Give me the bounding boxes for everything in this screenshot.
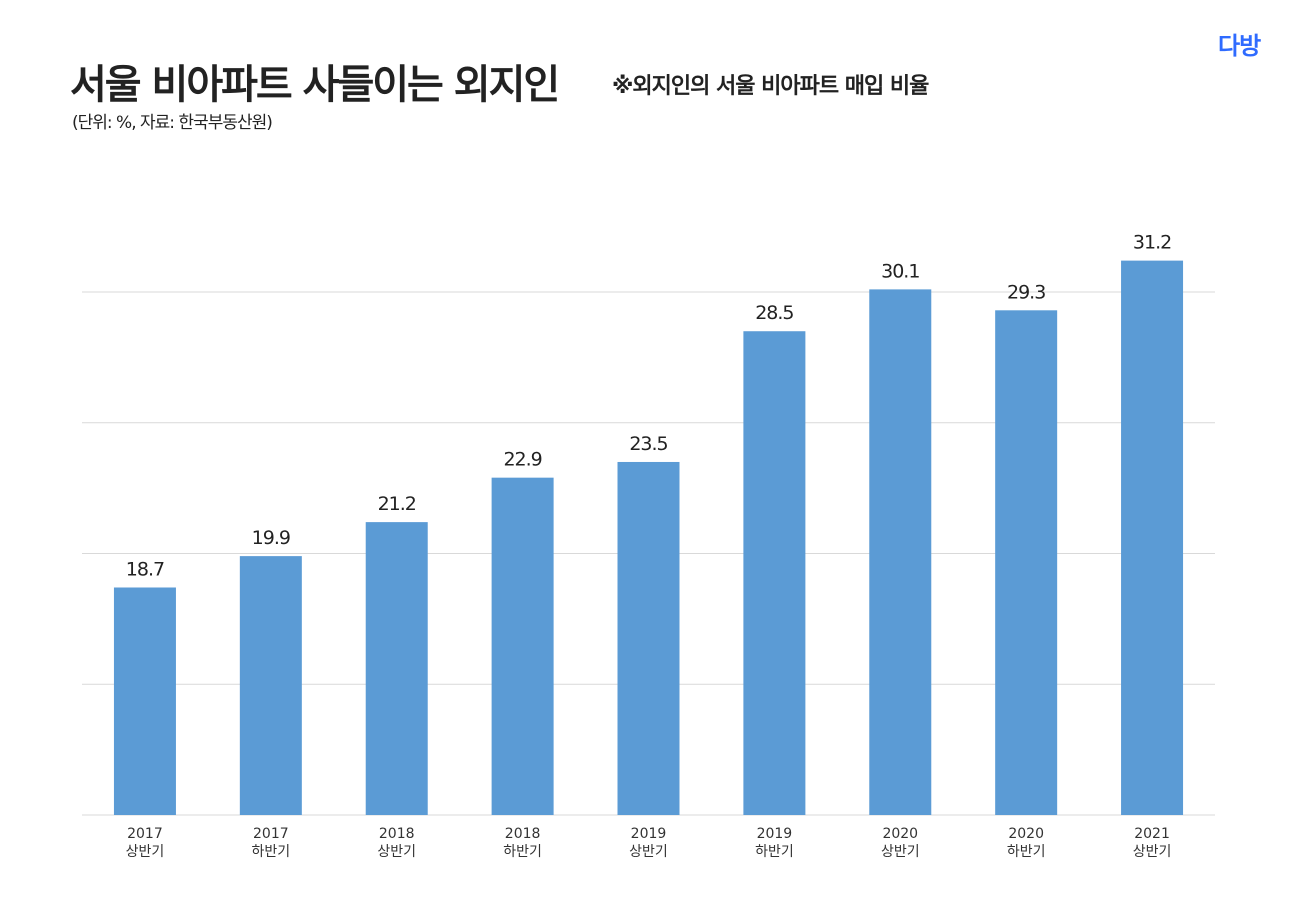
- data-label: 22.9: [503, 449, 541, 471]
- x-tick-label-year: 2018: [505, 826, 541, 842]
- data-label: 23.5: [629, 433, 667, 455]
- data-label: 28.5: [755, 302, 793, 324]
- x-tick-label-half: 상반기: [377, 844, 416, 860]
- x-tick-label-half: 하반기: [503, 844, 542, 860]
- data-label: 31.2: [1133, 232, 1171, 254]
- chart-title: 서울 비아파트 사들이는 외지인: [70, 62, 560, 108]
- data-label: 18.7: [126, 558, 164, 580]
- bar: [491, 477, 554, 815]
- data-label: 30.1: [881, 260, 919, 282]
- data-label: 21.2: [378, 493, 416, 515]
- x-tick-label-half: 상반기: [881, 844, 920, 860]
- x-tick-label-year: 2020: [882, 826, 918, 842]
- x-tick-label-half: 하반기: [1007, 844, 1046, 860]
- bar: [365, 522, 428, 815]
- dabang-logo: 다방: [1218, 32, 1261, 60]
- x-tick-label-year: 2017: [127, 826, 163, 842]
- x-tick-label-half: 상반기: [629, 844, 668, 860]
- x-tick-label-half: 하반기: [755, 844, 794, 860]
- bar: [1121, 260, 1184, 815]
- x-tick-label-year: 2021: [1134, 826, 1170, 842]
- x-tick-label-year: 2017: [253, 826, 289, 842]
- bar: [995, 310, 1058, 815]
- x-tick-label-year: 2018: [379, 826, 415, 842]
- bar: [869, 289, 932, 815]
- bar: [239, 556, 302, 815]
- bar: [113, 587, 176, 815]
- x-tick-label-year: 2019: [631, 826, 667, 842]
- unit-source-note: (단위: %, 자료: 한국부동산원): [72, 113, 273, 133]
- chart-subtitle: ※외지인의 서울 비아파트 매입 비율: [612, 74, 929, 99]
- bar: [743, 331, 806, 815]
- x-tick-label-half: 하반기: [252, 844, 291, 860]
- x-tick-label-half: 상반기: [1133, 844, 1172, 860]
- x-tick-label-half: 상반기: [126, 844, 165, 860]
- data-label: 29.3: [1007, 281, 1045, 303]
- x-tick-label-year: 2020: [1008, 826, 1044, 842]
- bar: [617, 461, 680, 815]
- data-label: 19.9: [252, 527, 290, 549]
- x-tick-label-year: 2019: [757, 826, 793, 842]
